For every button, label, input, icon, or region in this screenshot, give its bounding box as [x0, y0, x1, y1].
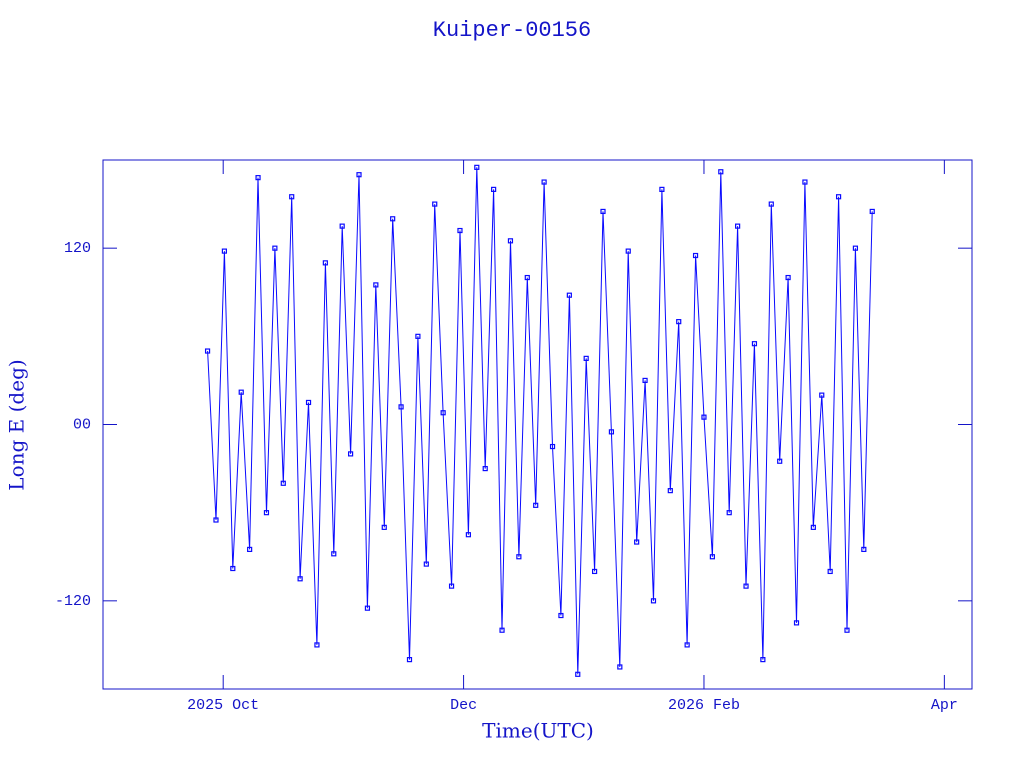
- data-point: [305, 399, 312, 406]
- y-tick-label: 120: [64, 240, 91, 257]
- data-point: [230, 565, 236, 572]
- data-point: [785, 274, 791, 281]
- data-point: [575, 671, 581, 677]
- data-point: [810, 524, 816, 530]
- x-axis-label: Time(UTC): [482, 719, 594, 743]
- data-point: [432, 201, 438, 207]
- data-point: [406, 657, 413, 663]
- data-point: [516, 554, 522, 560]
- data-point: [448, 583, 455, 589]
- data-point: [398, 404, 404, 410]
- data-point: [204, 348, 211, 354]
- data-point: [221, 248, 227, 254]
- plot-area: [204, 164, 875, 677]
- data-point: [861, 546, 867, 553]
- data-point: [541, 179, 547, 185]
- data-point: [255, 175, 261, 181]
- y-tick-label: 00: [73, 416, 91, 433]
- data-point: [457, 227, 463, 234]
- x-tick-label: 2025 Oct: [187, 697, 259, 714]
- data-point: [617, 664, 623, 670]
- data-point: [608, 429, 615, 435]
- data-point: [280, 480, 286, 486]
- data-point: [347, 451, 354, 457]
- data-point: [735, 223, 741, 229]
- chart-title: Kuiper-00156: [433, 18, 591, 43]
- data-point: [701, 414, 707, 420]
- data-point: [263, 510, 270, 516]
- data-point: [659, 186, 665, 192]
- data-point: [364, 605, 371, 611]
- data-point: [583, 355, 589, 361]
- data-point: [869, 208, 875, 215]
- data-point: [499, 627, 505, 633]
- data-point: [777, 458, 783, 464]
- data-point: [415, 333, 421, 339]
- x-tick-label: Apr: [931, 697, 958, 714]
- data-point: [827, 568, 833, 575]
- data-point: [524, 274, 530, 281]
- data-point: [591, 568, 598, 575]
- data-point: [692, 252, 699, 259]
- data-point: [709, 554, 715, 560]
- data-point: [331, 551, 337, 557]
- data-point: [213, 517, 219, 523]
- data-point: [238, 389, 244, 395]
- data-point: [289, 194, 295, 200]
- data-point: [751, 341, 758, 347]
- data-point: [743, 583, 749, 589]
- data-point: [558, 612, 564, 619]
- data-point: [314, 642, 320, 648]
- data-point: [600, 208, 606, 215]
- data-point: [566, 292, 572, 298]
- data-point: [726, 510, 732, 516]
- data-point: [768, 201, 774, 207]
- data-point: [835, 194, 842, 200]
- data-point: [549, 443, 556, 450]
- data-point: [339, 223, 345, 229]
- data-point: [272, 245, 278, 251]
- data-point: [852, 245, 859, 251]
- data-point: [507, 238, 514, 244]
- data-point: [718, 169, 724, 175]
- data-point: [760, 657, 766, 663]
- data-point: [373, 282, 379, 288]
- data-point: [322, 260, 328, 266]
- data-point: [625, 248, 631, 254]
- data-point: [440, 410, 446, 416]
- data-point: [650, 598, 657, 604]
- data-point: [482, 465, 488, 472]
- data-point: [356, 172, 362, 178]
- x-tick-label: Dec: [450, 697, 477, 714]
- data-point: [844, 627, 850, 633]
- y-axis-label: Long E (deg): [5, 359, 29, 490]
- data-point: [676, 319, 682, 325]
- data-point: [423, 561, 429, 567]
- data-point: [465, 532, 471, 538]
- data-point: [793, 620, 800, 626]
- data-point: [684, 642, 690, 648]
- data-point: [533, 502, 539, 508]
- y-tick-label: -120: [55, 593, 91, 610]
- x-tick-label: 2026 Feb: [668, 697, 740, 714]
- data-point: [634, 539, 640, 545]
- data-point: [802, 179, 808, 185]
- data-point: [297, 576, 303, 582]
- data-point: [381, 524, 387, 530]
- data-point: [667, 488, 673, 494]
- series-line: [207, 167, 873, 675]
- data-point: [247, 546, 253, 553]
- data-point: [642, 377, 648, 384]
- data-point: [390, 216, 396, 222]
- data-point: [819, 392, 825, 398]
- data-point: [474, 164, 480, 170]
- data-point: [491, 186, 497, 192]
